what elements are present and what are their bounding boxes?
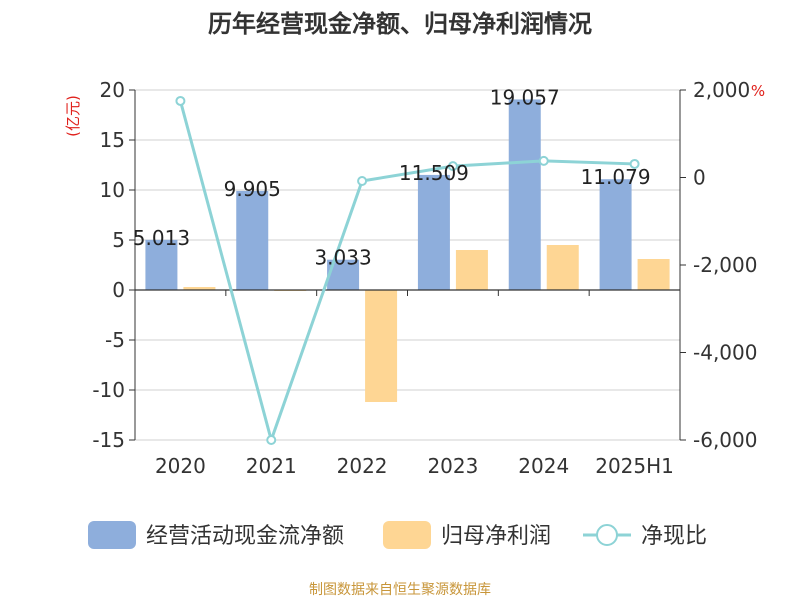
legend-swatch bbox=[383, 521, 431, 549]
tick-labels: 20 15 10 5 0 -5 -10 -15 2,000 0 -2,000 -4,000 -6,000… bbox=[92, 78, 757, 478]
grid-lines bbox=[135, 89, 680, 441]
netprofit-bar bbox=[637, 259, 670, 290]
ratio-line-path bbox=[178, 100, 635, 446]
left-tick-label: 0 bbox=[112, 278, 125, 302]
right-tick-label: -2,000 bbox=[693, 253, 757, 277]
netprofit-bar bbox=[365, 290, 398, 402]
ratio-point bbox=[175, 95, 186, 106]
right-axis-unit: % bbox=[751, 82, 765, 100]
cashflow-bar bbox=[236, 190, 269, 290]
data-label: 9.905 bbox=[224, 177, 281, 201]
cashflow-bar bbox=[508, 99, 541, 291]
ratio-point bbox=[629, 158, 640, 169]
left-tick-label: -5 bbox=[105, 328, 125, 352]
legend-label: 净现比 bbox=[641, 524, 707, 549]
legend-label: 归母净利润 bbox=[441, 524, 551, 549]
data-label: 5.013 bbox=[133, 226, 190, 250]
data-label: 3.033 bbox=[314, 246, 371, 270]
left-tick-label: 15 bbox=[100, 128, 125, 152]
source-note: 制图数据来自恒生聚源数据库 bbox=[309, 582, 491, 598]
bars bbox=[145, 99, 670, 402]
axes bbox=[129, 89, 686, 441]
left-axis-unit: (亿元) bbox=[64, 95, 82, 137]
data-label: 11.509 bbox=[399, 161, 469, 185]
cashflow-bar bbox=[417, 174, 450, 290]
cashflow-bar bbox=[599, 179, 632, 290]
right-tick-label: 2,000 bbox=[693, 78, 750, 102]
category-label: 2025H1 bbox=[595, 454, 674, 478]
category-label: 2022 bbox=[337, 454, 388, 478]
netprofit-bar bbox=[546, 245, 579, 290]
right-tick-label: -6,000 bbox=[693, 428, 757, 452]
category-label: 2020 bbox=[155, 454, 206, 478]
legend-swatch bbox=[88, 521, 136, 549]
left-tick-label: -10 bbox=[92, 378, 125, 402]
ratio-point bbox=[266, 435, 277, 445]
legend: 经营活动现金流净额 归母净利润 净现比 bbox=[88, 521, 707, 549]
netprofit-bar bbox=[183, 287, 216, 290]
left-tick-label: 5 bbox=[112, 228, 125, 252]
ratio-point bbox=[357, 176, 368, 186]
data-label: 19.057 bbox=[490, 85, 560, 109]
right-tick-label: -4,000 bbox=[693, 341, 757, 365]
legend-marker bbox=[596, 524, 618, 546]
left-tick-label: -15 bbox=[92, 428, 125, 452]
data-label: 11.079 bbox=[581, 165, 651, 189]
category-label: 2024 bbox=[518, 454, 569, 478]
left-tick-label: 20 bbox=[100, 78, 125, 102]
ratio-point bbox=[447, 161, 458, 172]
ratio-line bbox=[175, 95, 640, 446]
category-label: 2023 bbox=[427, 454, 478, 478]
netprofit-bar bbox=[455, 250, 488, 290]
chart-title: 历年经营现金净额、归母净利润情况 bbox=[208, 10, 592, 38]
data-labels: 5.013 9.905 3.033 11.509 19.057 11.079 bbox=[133, 85, 651, 269]
ratio-point bbox=[538, 155, 549, 166]
cashflow-bar bbox=[145, 239, 178, 290]
legend-label: 经营活动现金流净额 bbox=[146, 524, 344, 549]
category-label: 2021 bbox=[246, 454, 297, 478]
right-tick-label: 0 bbox=[693, 166, 706, 190]
left-tick-label: 10 bbox=[100, 178, 125, 202]
